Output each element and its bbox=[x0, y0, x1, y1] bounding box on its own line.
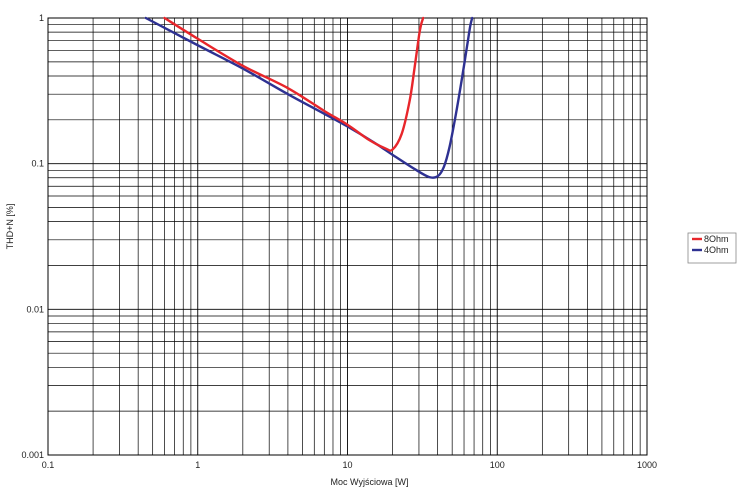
y-tick-label: 1 bbox=[39, 13, 44, 23]
y-axis-label: THD+N [%] bbox=[5, 204, 15, 250]
y-tick-label: 0.1 bbox=[31, 159, 44, 169]
series-line-4ohm bbox=[144, 16, 474, 179]
y-tick-label: 0.01 bbox=[26, 304, 44, 314]
legend-label: 8Ohm bbox=[704, 234, 729, 244]
x-tick-label: 0.1 bbox=[42, 460, 55, 470]
x-tick-label: 1000 bbox=[637, 460, 657, 470]
x-tick-label: 100 bbox=[490, 460, 505, 470]
x-axis-label: Moc Wyjściowa [W] bbox=[331, 477, 409, 487]
chart-grid bbox=[47, 18, 647, 456]
series-layer bbox=[144, 16, 474, 179]
y-tick-label: 0.001 bbox=[21, 450, 44, 460]
legend-label: 4Ohm bbox=[704, 245, 729, 255]
x-tick-label: 10 bbox=[342, 460, 352, 470]
x-tick-label: 1 bbox=[195, 460, 200, 470]
plot-frame bbox=[47, 17, 648, 456]
y-tick-labels: 0.001 0.01 0.1 1 bbox=[21, 13, 44, 460]
x-tick-labels: 0.1 1 10 100 1000 bbox=[42, 460, 657, 470]
series-line-8ohm bbox=[163, 16, 425, 152]
